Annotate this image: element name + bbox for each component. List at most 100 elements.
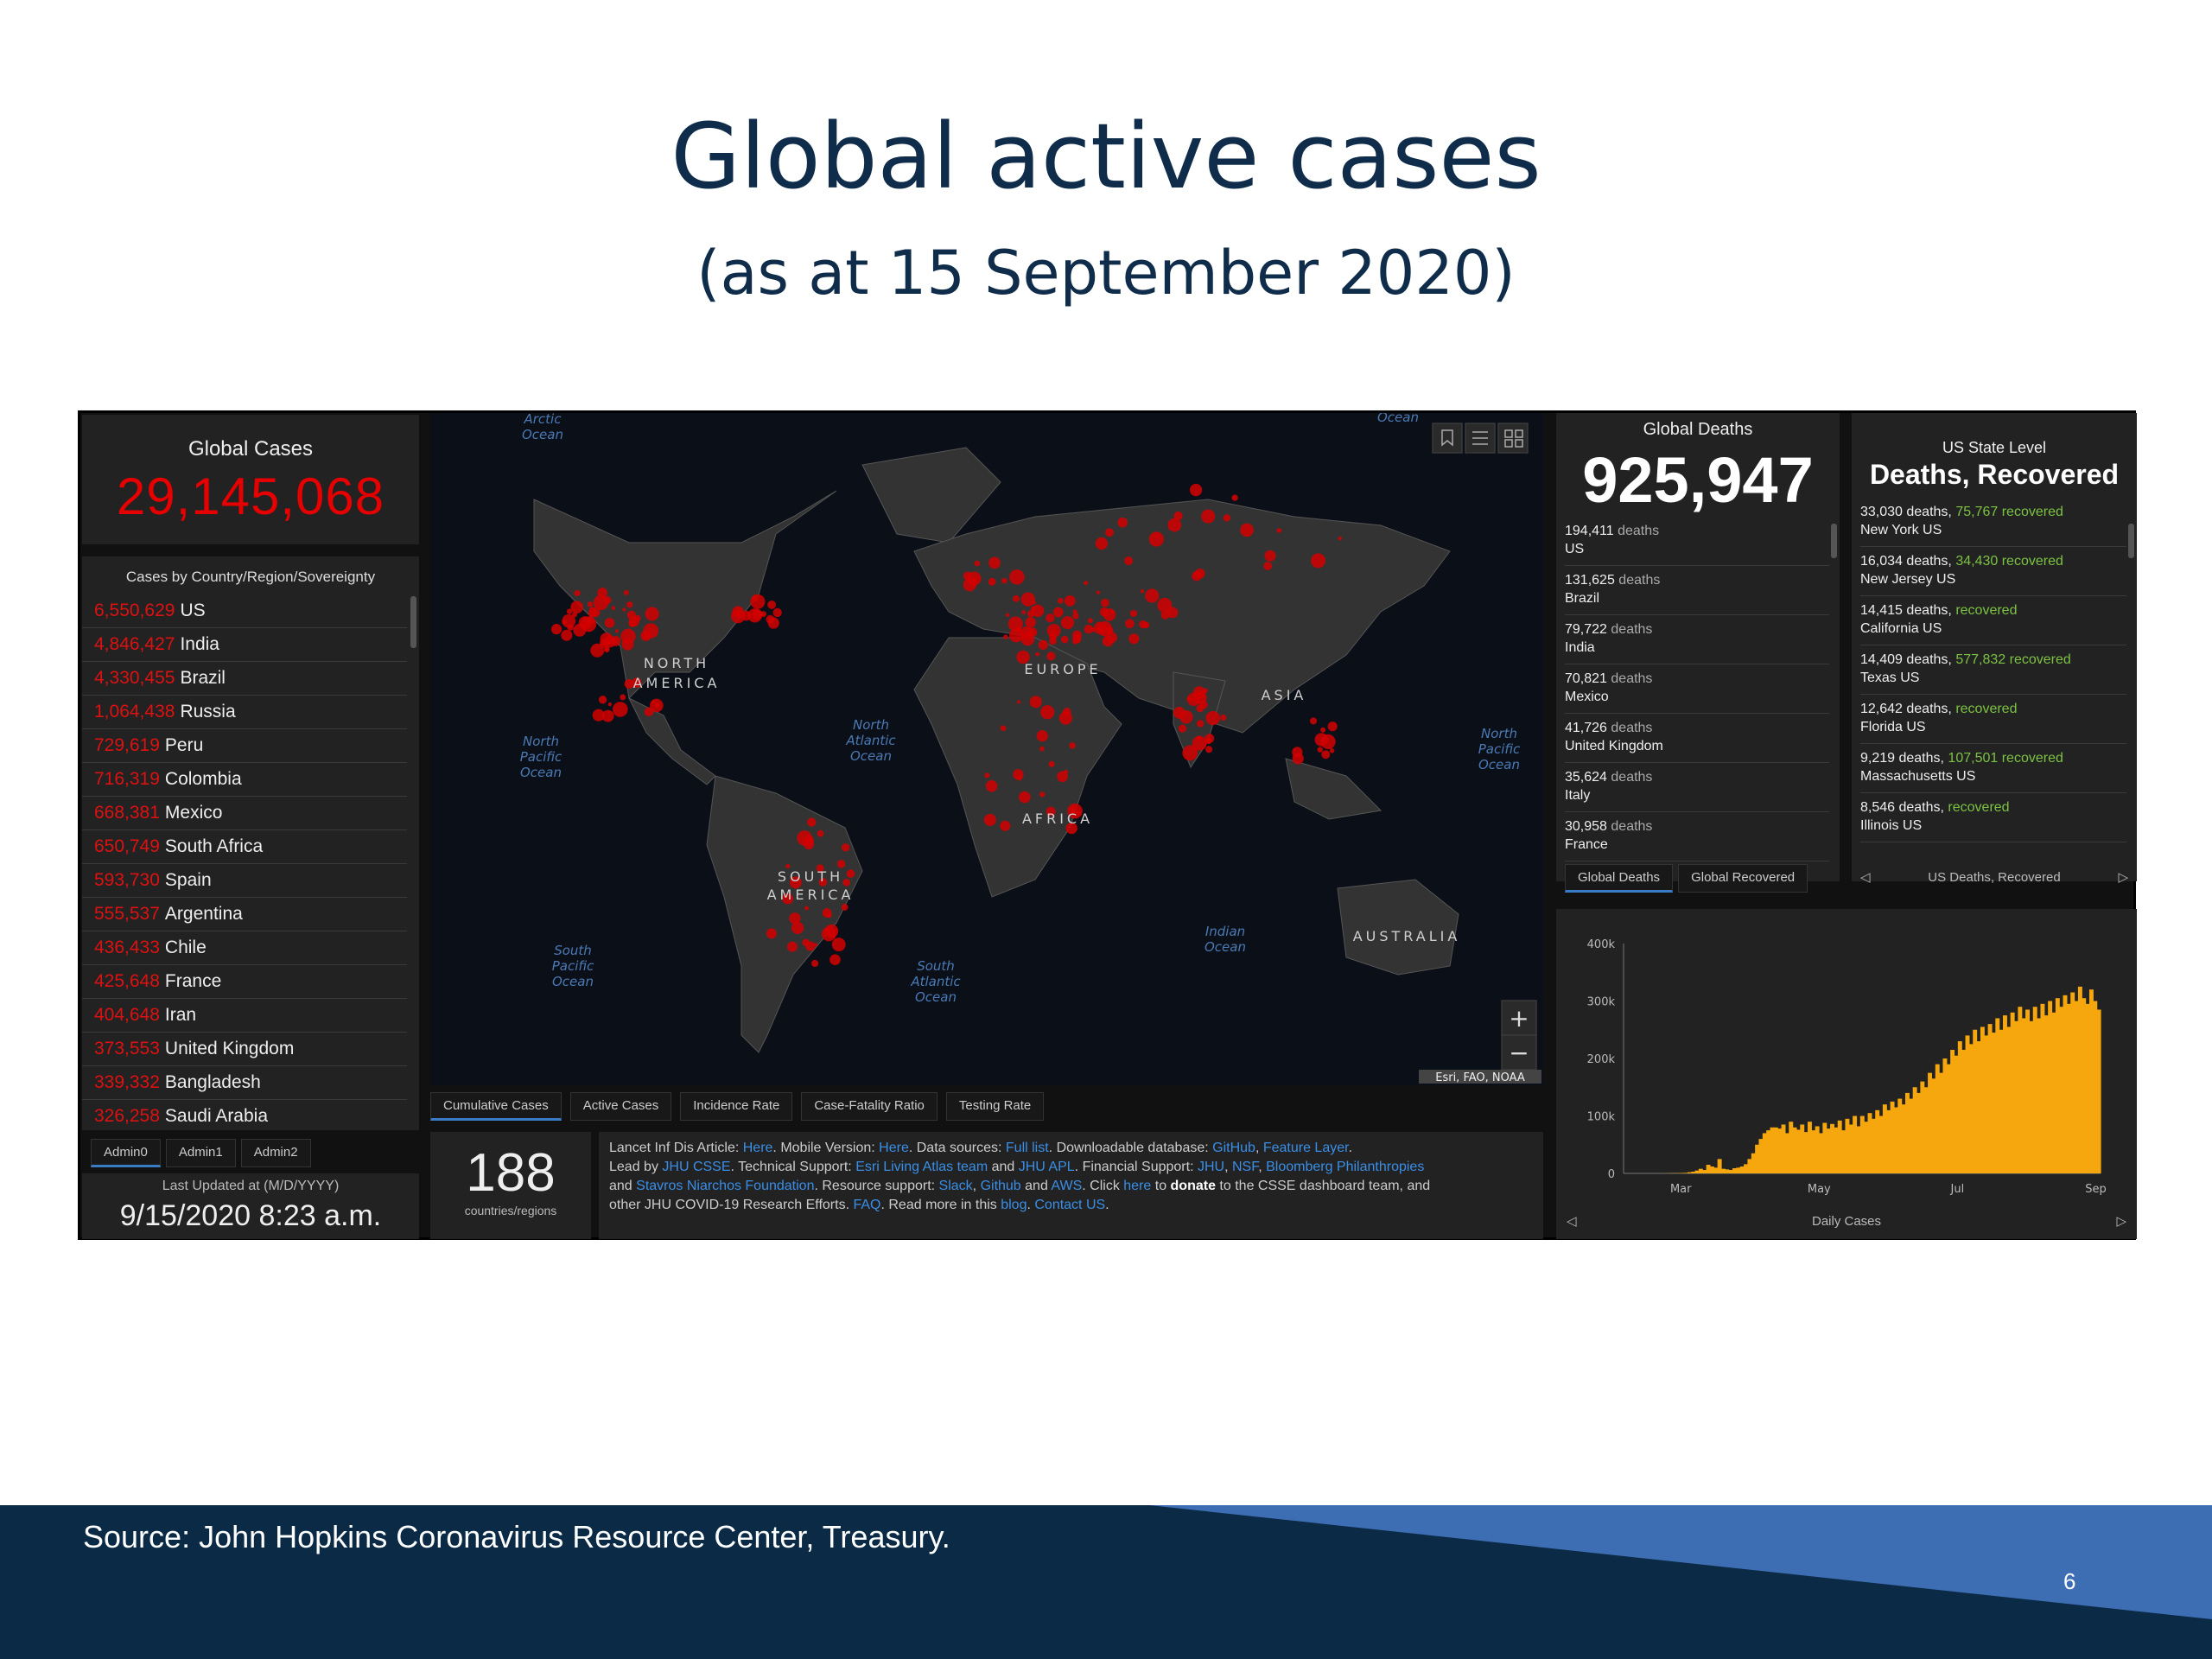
case-marker[interactable] — [623, 589, 629, 595]
case-marker[interactable] — [1142, 623, 1147, 627]
info-link[interactable]: GitHub — [1212, 1141, 1255, 1155]
case-marker[interactable] — [566, 608, 573, 614]
case-marker[interactable] — [1020, 592, 1035, 607]
case-marker[interactable] — [1005, 613, 1010, 617]
case-marker[interactable] — [789, 912, 801, 925]
case-marker[interactable] — [592, 709, 605, 721]
case-marker[interactable] — [1017, 775, 1022, 781]
country-row[interactable]: 373,553 United Kingdom — [82, 1033, 407, 1066]
case-marker[interactable] — [1110, 609, 1115, 614]
case-marker[interactable] — [1117, 517, 1128, 528]
case-marker[interactable] — [1029, 696, 1042, 709]
case-marker[interactable] — [782, 893, 794, 905]
case-marker[interactable] — [1036, 730, 1048, 742]
case-marker[interactable] — [1084, 624, 1094, 634]
case-marker[interactable] — [574, 589, 581, 597]
tab-map-tabs[interactable]: Case-Fatality Ratio — [801, 1092, 938, 1121]
case-marker[interactable] — [600, 632, 613, 646]
case-marker[interactable] — [1019, 791, 1031, 804]
case-marker[interactable] — [550, 624, 563, 635]
case-marker[interactable] — [651, 700, 656, 704]
info-link[interactable]: Esri Living Atlas team — [855, 1160, 988, 1174]
case-marker[interactable] — [1240, 523, 1254, 537]
case-marker[interactable] — [752, 594, 759, 602]
case-marker[interactable] — [787, 941, 798, 952]
case-marker[interactable] — [1231, 494, 1238, 501]
info-link[interactable]: JHU — [1197, 1160, 1225, 1174]
info-link[interactable]: JHU CSSE — [662, 1160, 731, 1174]
case-marker[interactable] — [1338, 536, 1343, 541]
country-row[interactable]: 593,730 Spain — [82, 864, 407, 898]
case-marker[interactable] — [1021, 610, 1027, 615]
case-marker[interactable] — [789, 876, 802, 889]
info-link[interactable]: here — [1123, 1179, 1152, 1193]
tab-map-tabs[interactable]: Cumulative Cases — [430, 1092, 562, 1121]
case-marker[interactable] — [1320, 727, 1326, 733]
case-marker[interactable] — [766, 928, 777, 939]
case-marker[interactable] — [1154, 534, 1160, 538]
case-marker[interactable] — [1046, 652, 1056, 661]
case-marker[interactable] — [1166, 607, 1179, 619]
case-marker[interactable] — [1060, 635, 1069, 644]
case-marker[interactable] — [1038, 639, 1048, 651]
case-marker[interactable] — [1140, 589, 1144, 594]
case-marker[interactable] — [624, 678, 634, 689]
case-marker[interactable] — [604, 647, 610, 653]
case-marker[interactable] — [620, 694, 626, 701]
chevron-right-icon[interactable]: ▷ — [2118, 870, 2128, 885]
case-marker[interactable] — [802, 938, 810, 946]
case-marker[interactable] — [1000, 820, 1011, 831]
deaths-list-scrollbar[interactable] — [1831, 524, 1837, 558]
case-marker[interactable] — [1309, 717, 1318, 725]
country-row[interactable]: 555,537 Argentina — [82, 898, 407, 931]
case-marker[interactable] — [1106, 632, 1118, 644]
info-link[interactable]: Bloomberg Philanthropies — [1266, 1160, 1425, 1174]
case-marker[interactable] — [1000, 725, 1007, 732]
case-marker[interactable] — [1276, 528, 1282, 533]
state-row[interactable]: 8,546 deaths, recovered Illinois US — [1860, 793, 2126, 842]
case-marker[interactable] — [1103, 608, 1116, 621]
case-marker[interactable] — [813, 943, 817, 947]
case-marker[interactable] — [1065, 822, 1077, 835]
country-row[interactable]: 339,332 Bangladesh — [82, 1066, 407, 1100]
case-marker[interactable] — [1051, 628, 1057, 633]
case-marker[interactable] — [1128, 633, 1140, 645]
case-marker[interactable] — [831, 938, 846, 952]
country-row[interactable]: 650,749 South Africa — [82, 830, 407, 864]
case-marker[interactable] — [614, 629, 619, 633]
case-marker[interactable] — [988, 556, 1001, 569]
state-row[interactable]: 33,030 deaths, 75,767 recovered New York … — [1860, 498, 2126, 547]
case-marker[interactable] — [632, 677, 642, 688]
case-marker[interactable] — [807, 817, 817, 827]
country-row[interactable]: 326,258 Saudi Arabia — [82, 1100, 407, 1130]
info-link[interactable]: Github — [980, 1179, 1021, 1193]
case-marker[interactable] — [588, 608, 597, 618]
case-marker[interactable] — [561, 629, 573, 641]
info-link[interactable]: Full list — [1005, 1141, 1049, 1155]
case-marker[interactable] — [1263, 562, 1273, 570]
case-marker[interactable] — [1009, 569, 1025, 585]
case-marker[interactable] — [1205, 737, 1212, 745]
case-marker[interactable] — [1178, 724, 1187, 733]
case-marker[interactable] — [1220, 714, 1227, 721]
case-marker[interactable] — [1013, 594, 1020, 602]
case-marker[interactable] — [1058, 711, 1073, 725]
case-marker[interactable] — [601, 709, 614, 722]
case-marker[interactable] — [645, 607, 659, 621]
country-row[interactable]: 6,550,629 US — [82, 594, 407, 628]
case-marker[interactable] — [604, 618, 615, 628]
country-row[interactable]: 716,319 Colombia — [82, 763, 407, 797]
case-marker[interactable] — [841, 903, 849, 911]
case-marker[interactable] — [818, 878, 828, 887]
case-marker[interactable] — [622, 607, 626, 612]
case-marker[interactable] — [846, 869, 855, 879]
case-marker[interactable] — [817, 830, 824, 837]
country-row[interactable]: 4,330,455 Brazil — [82, 662, 407, 696]
case-marker[interactable] — [1096, 590, 1101, 594]
states-list-scrollbar[interactable] — [2128, 524, 2134, 558]
case-marker[interactable] — [1264, 550, 1276, 562]
case-marker[interactable] — [1197, 720, 1205, 728]
deaths-row[interactable]: 131,625 deaths Brazil — [1565, 566, 1829, 615]
tab-admin-tabs[interactable]: Admin1 — [165, 1139, 236, 1167]
case-marker[interactable] — [731, 608, 746, 624]
